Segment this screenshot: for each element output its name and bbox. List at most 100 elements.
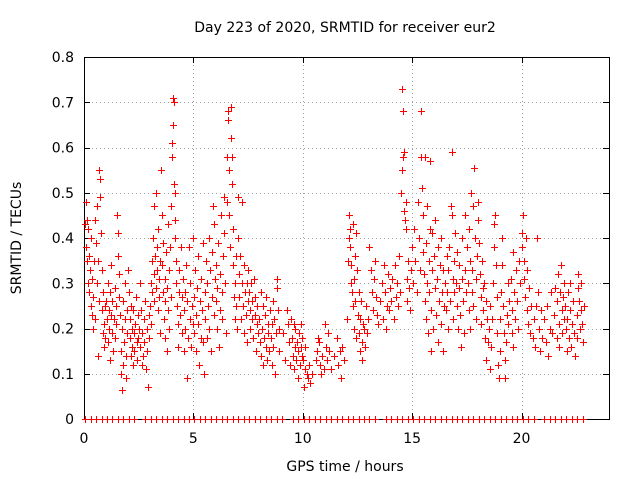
data-point [159, 262, 166, 269]
data-point [508, 276, 515, 283]
data-point [286, 339, 293, 346]
data-point [227, 244, 234, 251]
data-point [262, 312, 269, 319]
data-point [537, 348, 544, 355]
data-point [426, 289, 433, 296]
data-point [268, 335, 275, 342]
data-point [434, 276, 441, 283]
data-point [302, 344, 309, 351]
data-point [578, 307, 585, 314]
data-point [415, 199, 422, 206]
data-point [274, 285, 281, 292]
data-point [357, 348, 364, 355]
data-point [110, 348, 117, 355]
data-point [502, 375, 509, 382]
data-point [197, 298, 204, 305]
data-point [143, 366, 150, 373]
data-point [104, 316, 111, 323]
data-point [111, 316, 118, 323]
data-point [100, 330, 107, 337]
data-point [441, 303, 448, 310]
data-point [473, 276, 480, 283]
data-point [539, 335, 546, 342]
data-point [179, 330, 186, 337]
data-point [294, 339, 301, 346]
data-point [198, 335, 205, 342]
data-point [384, 303, 391, 310]
data-point [209, 294, 216, 301]
data-point [239, 199, 246, 206]
data-point [256, 316, 263, 323]
data-point [356, 330, 363, 337]
data-point [429, 267, 436, 274]
data-point [147, 303, 154, 310]
data-points [82, 86, 588, 423]
data-point [252, 294, 259, 301]
data-point [436, 298, 443, 305]
data-point [357, 316, 364, 323]
data-point [181, 348, 188, 355]
data-point [447, 298, 454, 305]
data-point [404, 276, 411, 283]
data-point [497, 316, 504, 323]
data-point [527, 330, 534, 337]
data-point [94, 203, 101, 210]
data-point [556, 344, 563, 351]
data-point [234, 326, 241, 333]
data-point [202, 316, 209, 323]
data-point [499, 235, 506, 242]
data-point [402, 217, 409, 224]
data-point [264, 357, 271, 364]
data-point [237, 253, 244, 260]
data-point [391, 316, 398, 323]
data-point [165, 307, 172, 314]
data-point [534, 235, 541, 242]
data-point [401, 208, 408, 215]
data-point [93, 240, 100, 247]
data-point [571, 330, 578, 337]
data-point [214, 326, 221, 333]
data-point [134, 339, 141, 346]
data-point [106, 326, 113, 333]
data-point [84, 258, 91, 265]
data-point [118, 348, 125, 355]
data-point [258, 353, 265, 360]
data-point [182, 326, 189, 333]
data-point [99, 307, 106, 314]
data-point [251, 276, 258, 283]
data-point [183, 262, 190, 269]
data-point [236, 294, 243, 301]
data-point [297, 362, 304, 369]
data-point [133, 294, 140, 301]
data-point [487, 303, 494, 310]
data-point [579, 321, 586, 328]
data-point [276, 326, 283, 333]
data-point [188, 344, 195, 351]
data-point [359, 357, 366, 364]
data-point [200, 240, 207, 247]
data-point [322, 321, 329, 328]
data-point [154, 244, 161, 251]
data-point [101, 344, 108, 351]
data-point [555, 271, 562, 278]
data-point [451, 289, 458, 296]
data-point [117, 312, 124, 319]
data-point [224, 416, 231, 423]
data-point [335, 362, 342, 369]
data-point [464, 244, 471, 251]
data-point [288, 316, 295, 323]
data-point [554, 335, 561, 342]
data-point [459, 416, 466, 423]
data-point [438, 235, 445, 242]
data-point [169, 154, 176, 161]
data-point [175, 416, 182, 423]
data-point [456, 262, 463, 269]
data-point [103, 298, 110, 305]
data-point [364, 330, 371, 337]
data-point [127, 316, 134, 323]
data-point [478, 294, 485, 301]
data-point [129, 326, 136, 333]
data-point [151, 271, 158, 278]
data-point [97, 194, 104, 201]
data-point [309, 371, 316, 378]
